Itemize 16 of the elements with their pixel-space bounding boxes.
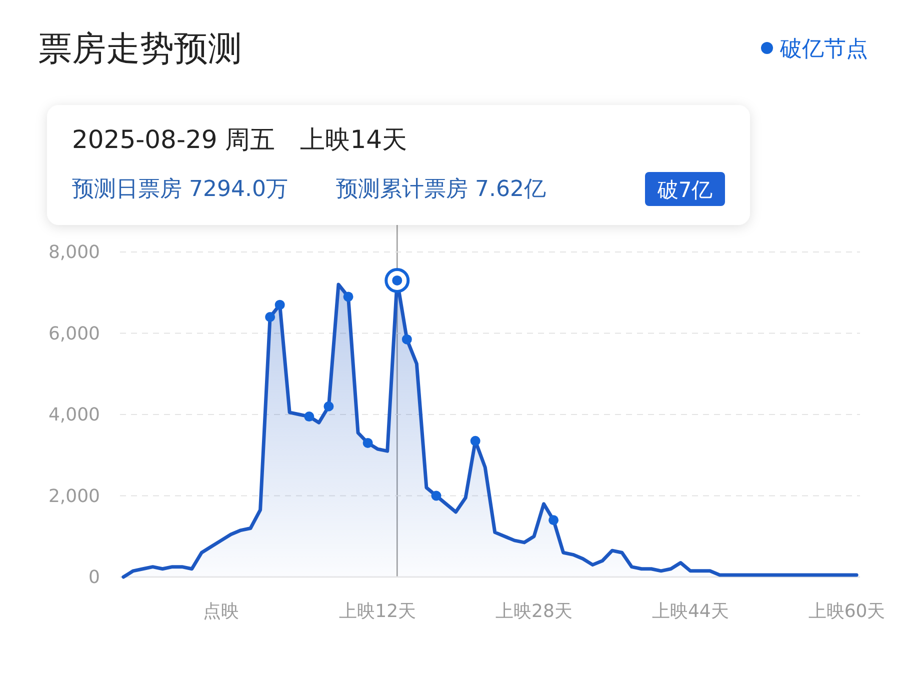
text: 预测累计票房 7.62亿 — [336, 177, 546, 202]
y-tick-label: 4,000 — [48, 404, 100, 426]
chart-title: 票房走势预测 — [38, 29, 242, 69]
x-tick-label: 上映60天 — [808, 601, 886, 622]
y-tick-label: 0 — [88, 567, 100, 588]
text: 破7亿 — [656, 178, 713, 202]
x-tick-label: 上映28天 — [496, 601, 572, 622]
text: 2025-08-29 周五 上映14天 — [72, 125, 408, 154]
x-tick-label: 点映 — [203, 601, 240, 622]
y-tick-label: 8,000 — [48, 242, 100, 263]
y-tick-label: 2,000 — [48, 486, 100, 507]
y-tick-label: 6,000 — [48, 323, 100, 344]
legend-label: 破亿节点 — [779, 37, 868, 62]
x-tick-label: 上映44天 — [652, 601, 729, 622]
x-tick-label: 上映12天 — [339, 601, 416, 622]
text: 预测日票房 7294.0万 — [72, 177, 288, 202]
